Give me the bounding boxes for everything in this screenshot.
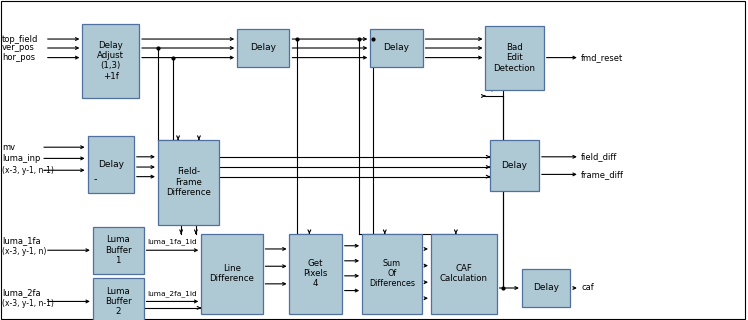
- Text: Bad
Edit
Detection: Bad Edit Detection: [494, 43, 536, 73]
- Text: Luma
Buffer
1: Luma Buffer 1: [105, 235, 132, 265]
- Text: Delay: Delay: [251, 44, 276, 52]
- Bar: [485, 26, 544, 90]
- Text: luma_2fa: luma_2fa: [2, 288, 41, 297]
- Text: (x-3, y-1, n): (x-3, y-1, n): [2, 247, 46, 256]
- Text: Field-
Frame
Difference: Field- Frame Difference: [166, 167, 211, 197]
- Text: frame_diff: frame_diff: [581, 170, 624, 179]
- Bar: [490, 140, 539, 191]
- Text: -: -: [94, 174, 97, 184]
- Text: fmd_reset: fmd_reset: [581, 53, 623, 62]
- Text: (x-3, y-1, n-1): (x-3, y-1, n-1): [2, 166, 54, 175]
- Bar: [93, 278, 144, 320]
- Text: (x-3, y-1, n-1): (x-3, y-1, n-1): [2, 299, 54, 308]
- Bar: [82, 24, 139, 98]
- Text: mv: mv: [2, 143, 16, 152]
- Text: CAF
Calculation: CAF Calculation: [440, 264, 488, 283]
- Bar: [201, 234, 263, 314]
- Bar: [289, 234, 342, 314]
- Text: luma_1fa_1id: luma_1fa_1id: [147, 239, 197, 245]
- Text: Delay: Delay: [384, 44, 409, 52]
- Text: Line
Difference: Line Difference: [209, 264, 254, 283]
- Text: luma_1fa: luma_1fa: [2, 236, 41, 245]
- Bar: [370, 29, 423, 67]
- Text: luma_inp: luma_inp: [2, 154, 40, 163]
- Text: top_field: top_field: [2, 35, 39, 44]
- Bar: [88, 136, 134, 193]
- Text: Delay: Delay: [502, 161, 527, 170]
- Bar: [431, 234, 497, 314]
- Bar: [362, 234, 422, 314]
- Bar: [522, 269, 570, 307]
- Text: Luma
Buffer
2: Luma Buffer 2: [105, 286, 132, 316]
- Text: luma_2fa_1id: luma_2fa_1id: [147, 290, 197, 297]
- Text: Delay: Delay: [98, 160, 123, 169]
- Bar: [158, 140, 219, 225]
- Text: ver_pos: ver_pos: [2, 44, 35, 52]
- Text: Get
Pixels
4: Get Pixels 4: [304, 259, 328, 289]
- Bar: [93, 227, 144, 274]
- Text: hor_pos: hor_pos: [2, 53, 35, 62]
- Text: field_diff: field_diff: [581, 152, 618, 161]
- Text: Sum
Of
Differences: Sum Of Differences: [369, 259, 415, 289]
- Bar: [237, 29, 289, 67]
- Text: caf: caf: [581, 284, 594, 292]
- Text: Delay: Delay: [533, 284, 559, 292]
- Text: Delay
Adjust
(1,3)
+1f: Delay Adjust (1,3) +1f: [97, 41, 124, 81]
